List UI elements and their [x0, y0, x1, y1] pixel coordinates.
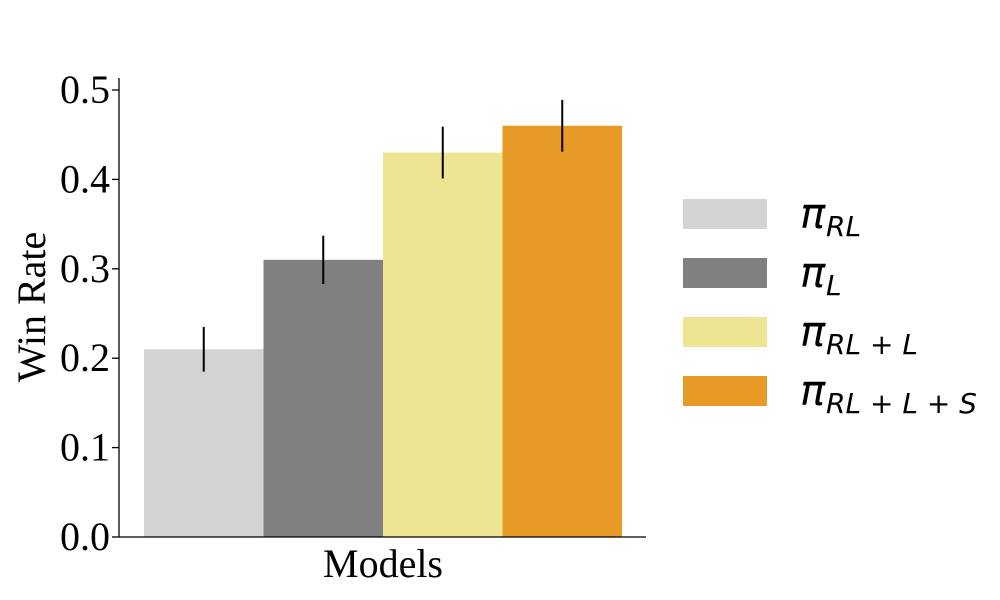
bar-1 [144, 349, 264, 537]
y-tick-label: 0.5 [60, 67, 110, 112]
legend-swatch-1 [683, 199, 767, 229]
legend-label-2: π [800, 248, 826, 297]
bars-group [144, 125, 622, 537]
legend-swatch-4 [683, 376, 767, 406]
legend-sublabel-1: RL [826, 210, 861, 243]
legend-label-4: π [800, 366, 826, 415]
y-axis-title: Win Rate [9, 232, 54, 383]
y-tick-label: 0.1 [60, 425, 110, 470]
y-tick-label: 0.0 [60, 514, 110, 559]
legend-swatch-2 [683, 258, 767, 288]
bar-2 [263, 259, 383, 537]
y-axis-ticks: 0.0 0.1 0.2 0.3 0.4 0.5 [60, 67, 119, 559]
x-axis-title: Models [323, 541, 443, 586]
legend-label-1: π [800, 189, 826, 238]
legend-sublabel-3: RL + L [826, 328, 918, 361]
bar-3 [383, 152, 503, 537]
legend: π RLπ Lπ RL + Lπ RL + L + S [683, 189, 977, 420]
y-tick-label: 0.2 [60, 335, 110, 380]
error-bars-group [202, 99, 564, 372]
legend-sublabel-2: L [826, 269, 842, 302]
legend-sublabel-4: RL + L + S [826, 387, 977, 420]
bar-4 [502, 125, 622, 537]
legend-label-3: π [800, 307, 826, 356]
y-tick-label: 0.4 [60, 156, 110, 201]
y-tick-label: 0.3 [60, 246, 110, 291]
legend-swatch-3 [683, 317, 767, 347]
